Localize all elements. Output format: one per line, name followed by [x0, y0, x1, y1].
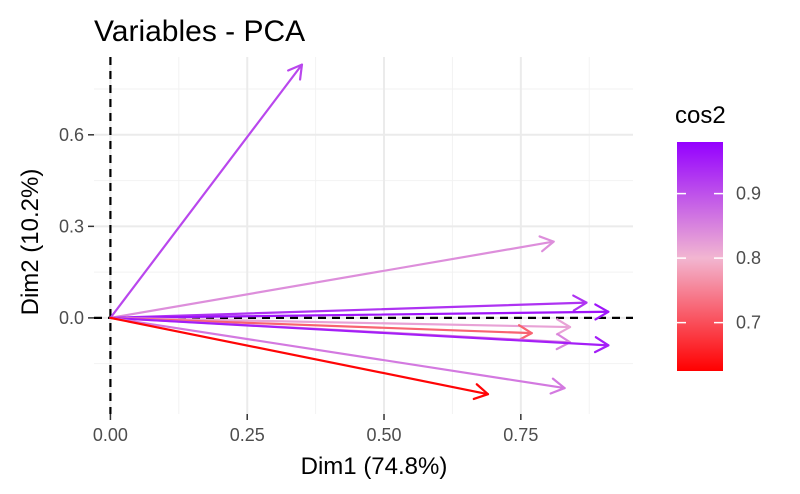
variable-arrow	[109, 316, 566, 395]
legend-title: cos2	[675, 102, 726, 129]
arrow-head	[593, 336, 610, 354]
arrow-head	[549, 377, 566, 395]
variable-arrow	[109, 303, 610, 321]
vectors	[109, 63, 610, 401]
legend-tick-label: 0.8	[736, 248, 761, 268]
arrow-head	[538, 235, 555, 253]
arrow-shaft	[109, 240, 555, 319]
arrow-head	[287, 63, 304, 81]
chart-title: Variables - PCA	[94, 15, 305, 48]
arrow-head	[555, 318, 572, 336]
arrow-shaft	[109, 310, 610, 319]
x-tick-label: 0.00	[93, 425, 128, 445]
arrow-shaft	[109, 316, 533, 335]
arrow-head	[472, 383, 490, 401]
grid	[94, 57, 633, 414]
arrow-shaft	[109, 316, 610, 347]
color-legend: cos2 0.7 0.8 0.9	[675, 102, 761, 371]
arrow-shaft	[109, 63, 304, 319]
arrow-shaft	[109, 301, 588, 319]
legend-colorbar	[677, 142, 723, 371]
variable-arrow	[109, 316, 572, 336]
plot-panel: 0.00 0.25 0.50 0.75 0.0 0.3 0.6	[59, 57, 633, 445]
y-tick-label: 0.3	[59, 216, 84, 236]
y-axis: 0.0 0.3 0.6	[59, 125, 94, 328]
y-tick-label: 0.0	[59, 308, 84, 328]
y-tick-label: 0.6	[59, 125, 84, 145]
arrow-head	[594, 303, 610, 321]
arrow-head	[517, 324, 533, 342]
x-axis-title: Dim1 (74.8%)	[301, 453, 448, 480]
variable-arrow	[109, 316, 490, 401]
legend-tick-label: 0.9	[736, 184, 761, 204]
legend-tick-label: 0.7	[736, 313, 761, 333]
x-tick-label: 0.75	[503, 425, 538, 445]
x-axis: 0.00 0.25 0.50 0.75	[93, 414, 538, 445]
variable-arrow	[109, 316, 610, 354]
y-axis-title: Dim2 (10.2%)	[17, 169, 44, 316]
variable-arrow	[109, 63, 304, 319]
arrow-shaft	[109, 316, 566, 390]
variable-arrow	[109, 235, 555, 319]
variable-arrow	[109, 316, 533, 342]
x-tick-label: 0.25	[230, 425, 265, 445]
variable-arrow	[109, 294, 588, 319]
arrow-head	[572, 294, 588, 312]
x-tick-label: 0.50	[366, 425, 401, 445]
arrow-shaft	[109, 316, 490, 396]
arrow-shaft	[109, 316, 572, 329]
